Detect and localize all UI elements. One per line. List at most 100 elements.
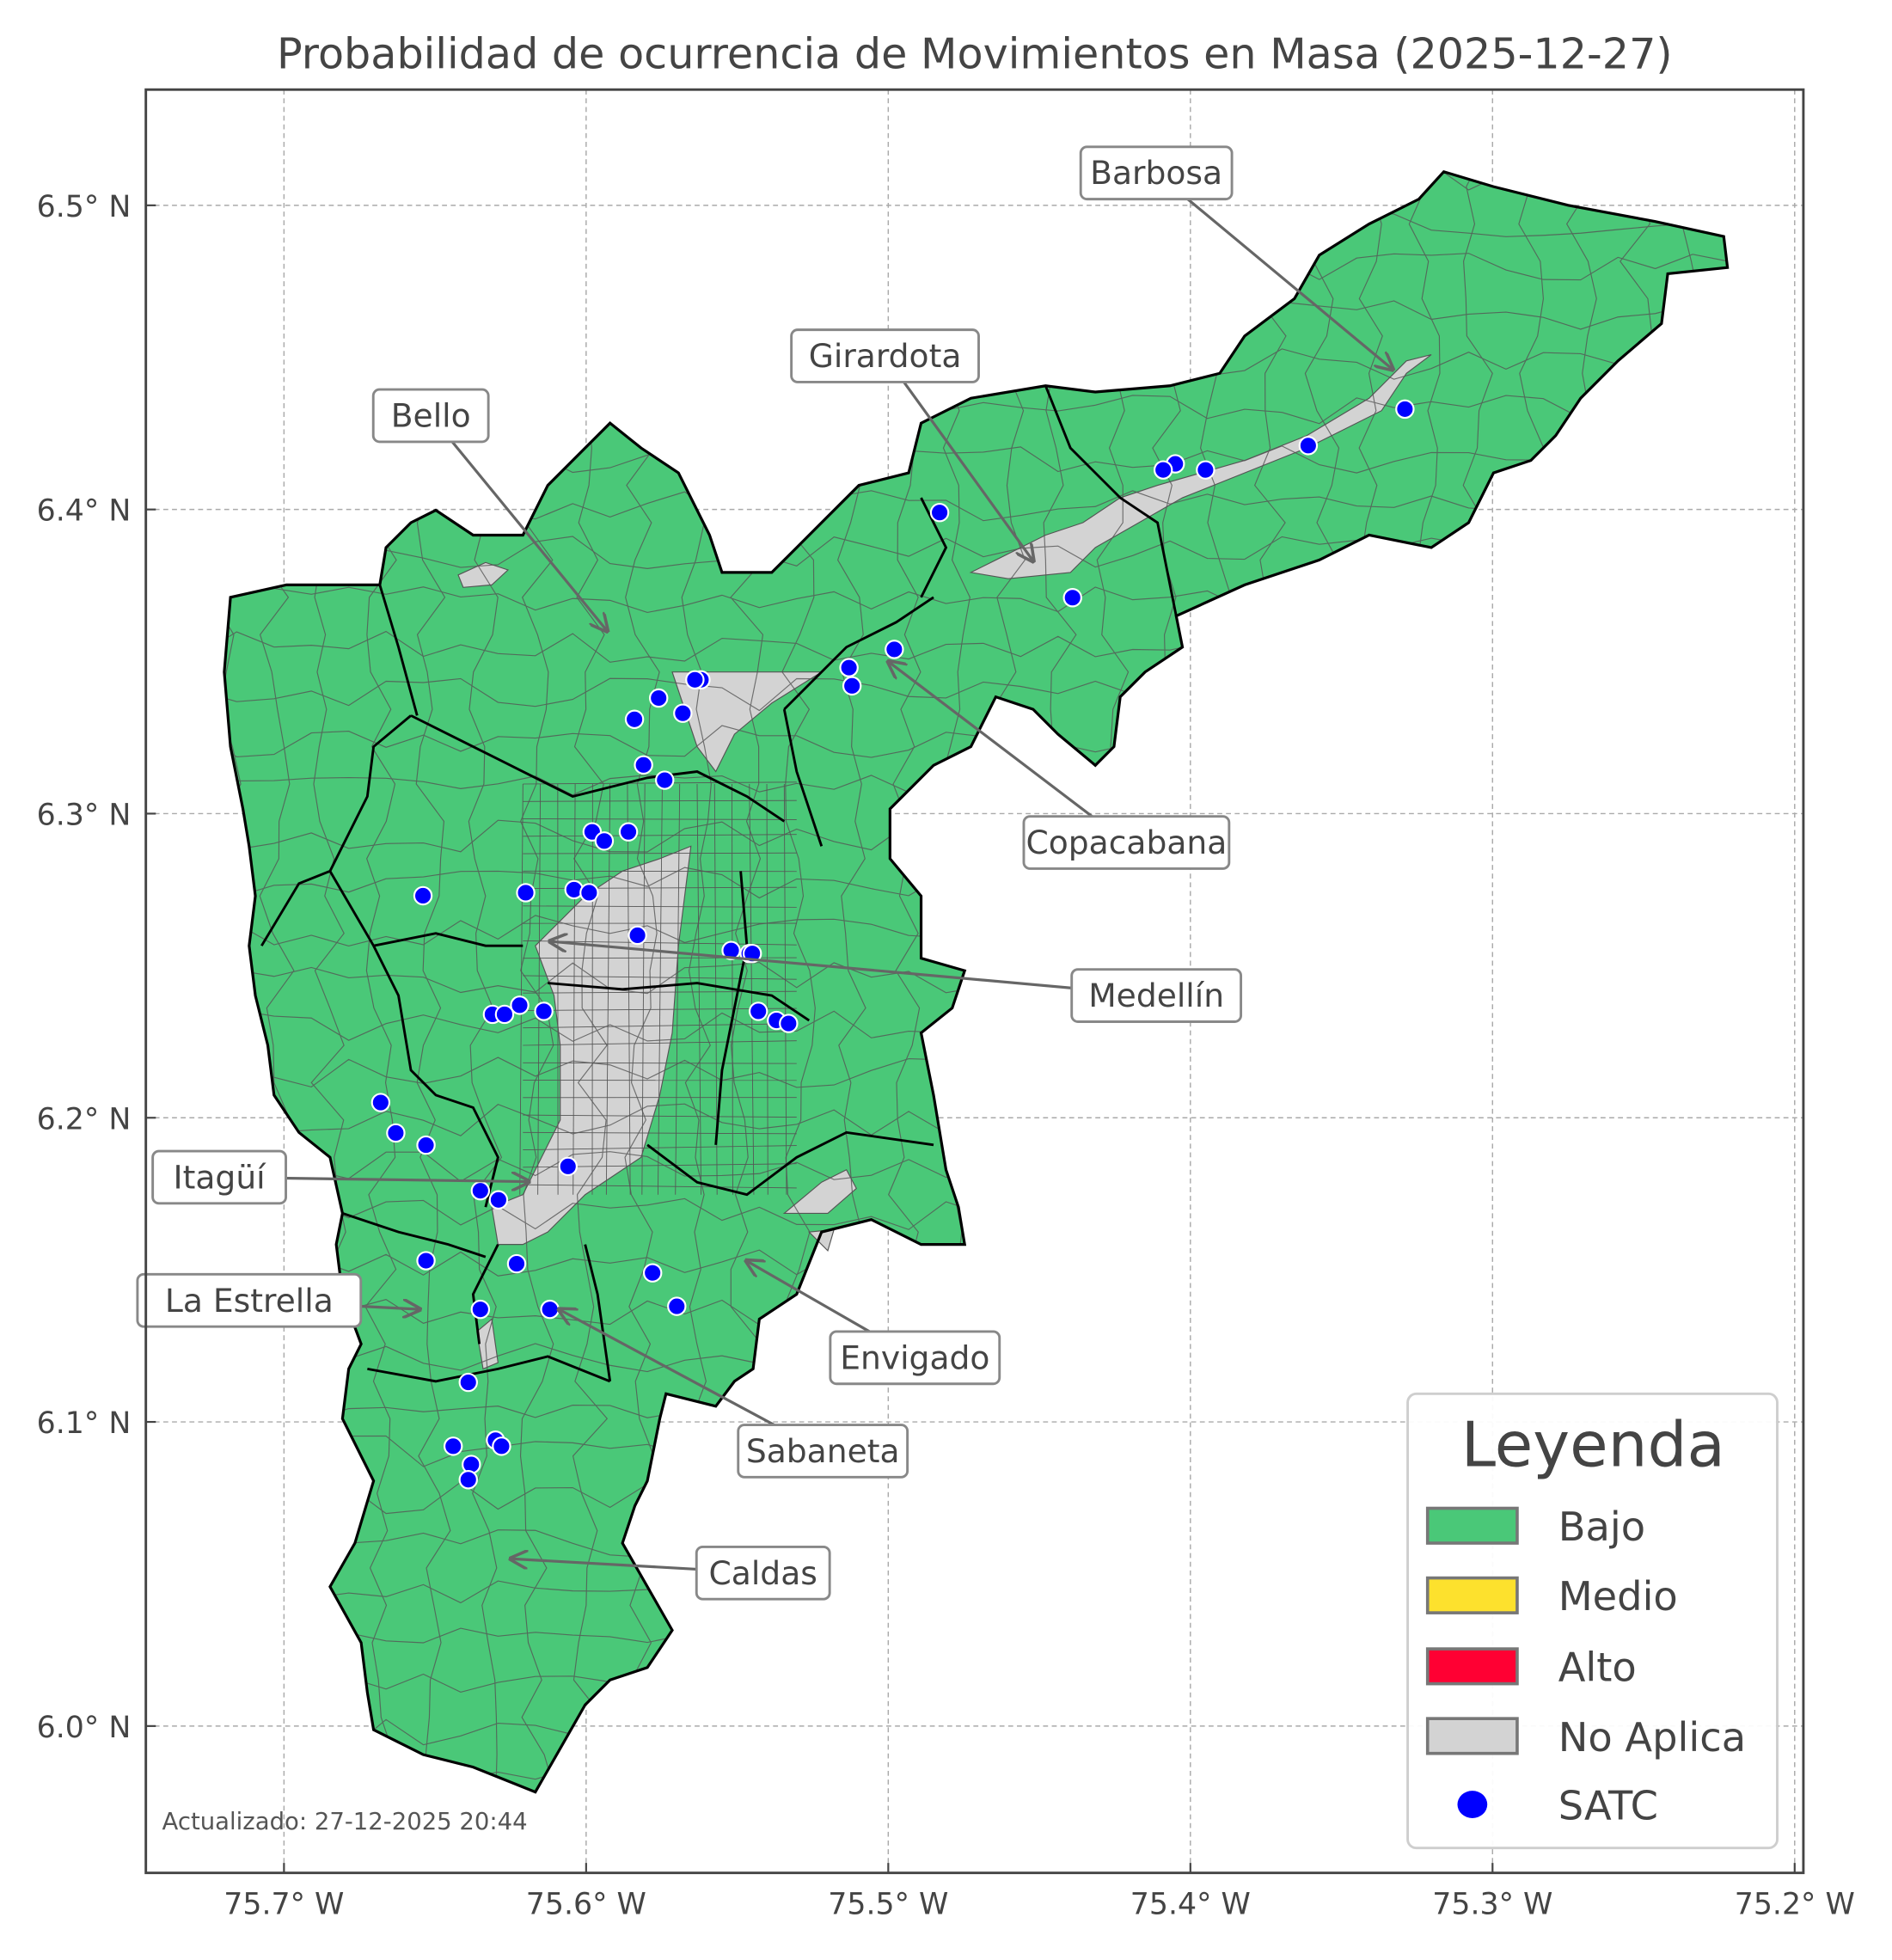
tick-label-y: 6.5° N xyxy=(37,190,132,224)
satc-point xyxy=(534,1001,554,1021)
municipality-line xyxy=(328,870,499,1208)
satc-point xyxy=(579,883,599,903)
satc-point xyxy=(443,1436,463,1456)
satc-point xyxy=(370,1093,391,1112)
annotation-label: Barbosa xyxy=(1090,154,1222,192)
satc-point xyxy=(506,1253,527,1274)
comuna-line xyxy=(658,783,663,1195)
region-no-aplica xyxy=(476,1318,499,1370)
annotation-girardota: Girardota xyxy=(790,328,1033,561)
region-no-aplica xyxy=(969,354,1432,579)
comuna-line xyxy=(675,783,681,1195)
comuna-line xyxy=(523,975,797,980)
satc-point xyxy=(1062,588,1082,608)
annotation-arrow xyxy=(550,941,1157,997)
municipality-line xyxy=(1044,385,1178,616)
tick-label-y: 6.1° N xyxy=(37,1406,132,1441)
comuna-line xyxy=(523,834,797,837)
comuna-line xyxy=(523,1131,797,1135)
legend: Leyenda Bajo Medio Alto No Aplica SATC xyxy=(1406,1392,1779,1850)
satc-point xyxy=(648,688,669,708)
comuna-line xyxy=(523,852,797,854)
satc-point xyxy=(618,822,639,842)
satc-point xyxy=(1298,436,1319,456)
annotation-sabaneta: Sabaneta xyxy=(559,1309,909,1479)
annotation-box xyxy=(151,1149,287,1205)
satc-point xyxy=(885,640,904,659)
region-no-aplica xyxy=(491,845,692,1246)
satc-point xyxy=(416,1251,436,1271)
satc-point xyxy=(1395,399,1415,420)
satc-point xyxy=(1153,460,1173,480)
annotation-label: La Estrella xyxy=(165,1282,334,1320)
satc-point xyxy=(488,1190,509,1210)
annotation-box xyxy=(136,1272,363,1328)
vereda-line xyxy=(223,171,1728,191)
legend-swatch-medio xyxy=(1425,1576,1519,1614)
tick-label-x: 75.5° W xyxy=(828,1887,948,1921)
satc-point xyxy=(748,1001,768,1021)
municipality-line xyxy=(410,714,786,823)
municipality-boundaries xyxy=(260,385,1178,1383)
annotation-copacabana: Copacabana xyxy=(888,662,1231,870)
comuna-line xyxy=(523,1114,797,1118)
satc-point xyxy=(839,658,859,677)
municipality-line xyxy=(260,714,412,946)
region-no-aplica xyxy=(457,561,510,588)
legend-marker-satc xyxy=(1457,1791,1488,1818)
comuna-line xyxy=(749,783,755,1195)
annotation-box xyxy=(829,1330,1001,1386)
annotation-box xyxy=(695,1545,831,1601)
region-bajo xyxy=(223,171,1728,1792)
tick-label-x: 75.2° W xyxy=(1735,1887,1855,1921)
satc-point xyxy=(655,770,675,790)
comuna-line xyxy=(537,783,542,1195)
annotation-label: Medellín xyxy=(1088,977,1224,1014)
municipality-line xyxy=(378,584,419,716)
vereda-line xyxy=(223,171,242,1792)
satc-point xyxy=(779,1014,799,1033)
annotation-itag-: Itagüí xyxy=(151,1149,529,1205)
annotation-envigado: Envigado xyxy=(746,1261,1001,1386)
satc-point xyxy=(685,670,705,690)
legend-label-no-aplica: No Aplica xyxy=(1558,1714,1746,1761)
annotation-caldas: Caldas xyxy=(511,1545,831,1601)
annotation-label: Caldas xyxy=(709,1554,817,1592)
legend-label-bajo: Bajo xyxy=(1558,1504,1645,1550)
satc-point xyxy=(510,995,530,1015)
annotation-label: Sabaneta xyxy=(746,1432,900,1470)
annotation-label: Bello xyxy=(391,397,471,435)
satc-point xyxy=(416,1135,436,1155)
satc-point xyxy=(624,709,645,729)
comuna-line xyxy=(641,783,646,1195)
satc-point xyxy=(540,1299,560,1320)
satc-point xyxy=(634,755,653,775)
annotation-box xyxy=(1079,145,1234,201)
tick-label-x: 75.4° W xyxy=(1130,1887,1251,1921)
annotation-box xyxy=(371,388,490,444)
tick-label-x: 75.6° W xyxy=(526,1887,646,1921)
annotation-barbosa: Barbosa xyxy=(1079,145,1393,370)
comuna-line xyxy=(523,1145,797,1151)
annotation-box xyxy=(790,328,980,383)
satc-point xyxy=(628,925,647,946)
municipality-line xyxy=(471,1243,499,1344)
satc-point xyxy=(842,676,862,696)
comuna-line xyxy=(519,783,524,1195)
municipality-line xyxy=(367,1355,611,1383)
satc-point xyxy=(386,1123,406,1143)
footer-updated: Actualizado: 27-12-2025 20:44 xyxy=(162,1808,528,1835)
municipality-line xyxy=(373,932,524,947)
chart-title: Probabilidad de ocurrencia de Movimiento… xyxy=(277,29,1673,79)
annotation-box xyxy=(1022,815,1231,870)
satc-point xyxy=(721,940,741,960)
municipality-line xyxy=(782,708,824,847)
region-no-aplica xyxy=(671,671,824,773)
legend-title: Leyenda xyxy=(1461,1409,1725,1481)
legend-swatch-bajo xyxy=(1425,1506,1519,1545)
municipality-line xyxy=(783,596,934,711)
annotation-arrow xyxy=(1155,171,1393,370)
satc-point xyxy=(516,883,536,903)
tick-label-x: 75.3° W xyxy=(1432,1887,1552,1921)
annotation-arrow xyxy=(884,355,1033,561)
